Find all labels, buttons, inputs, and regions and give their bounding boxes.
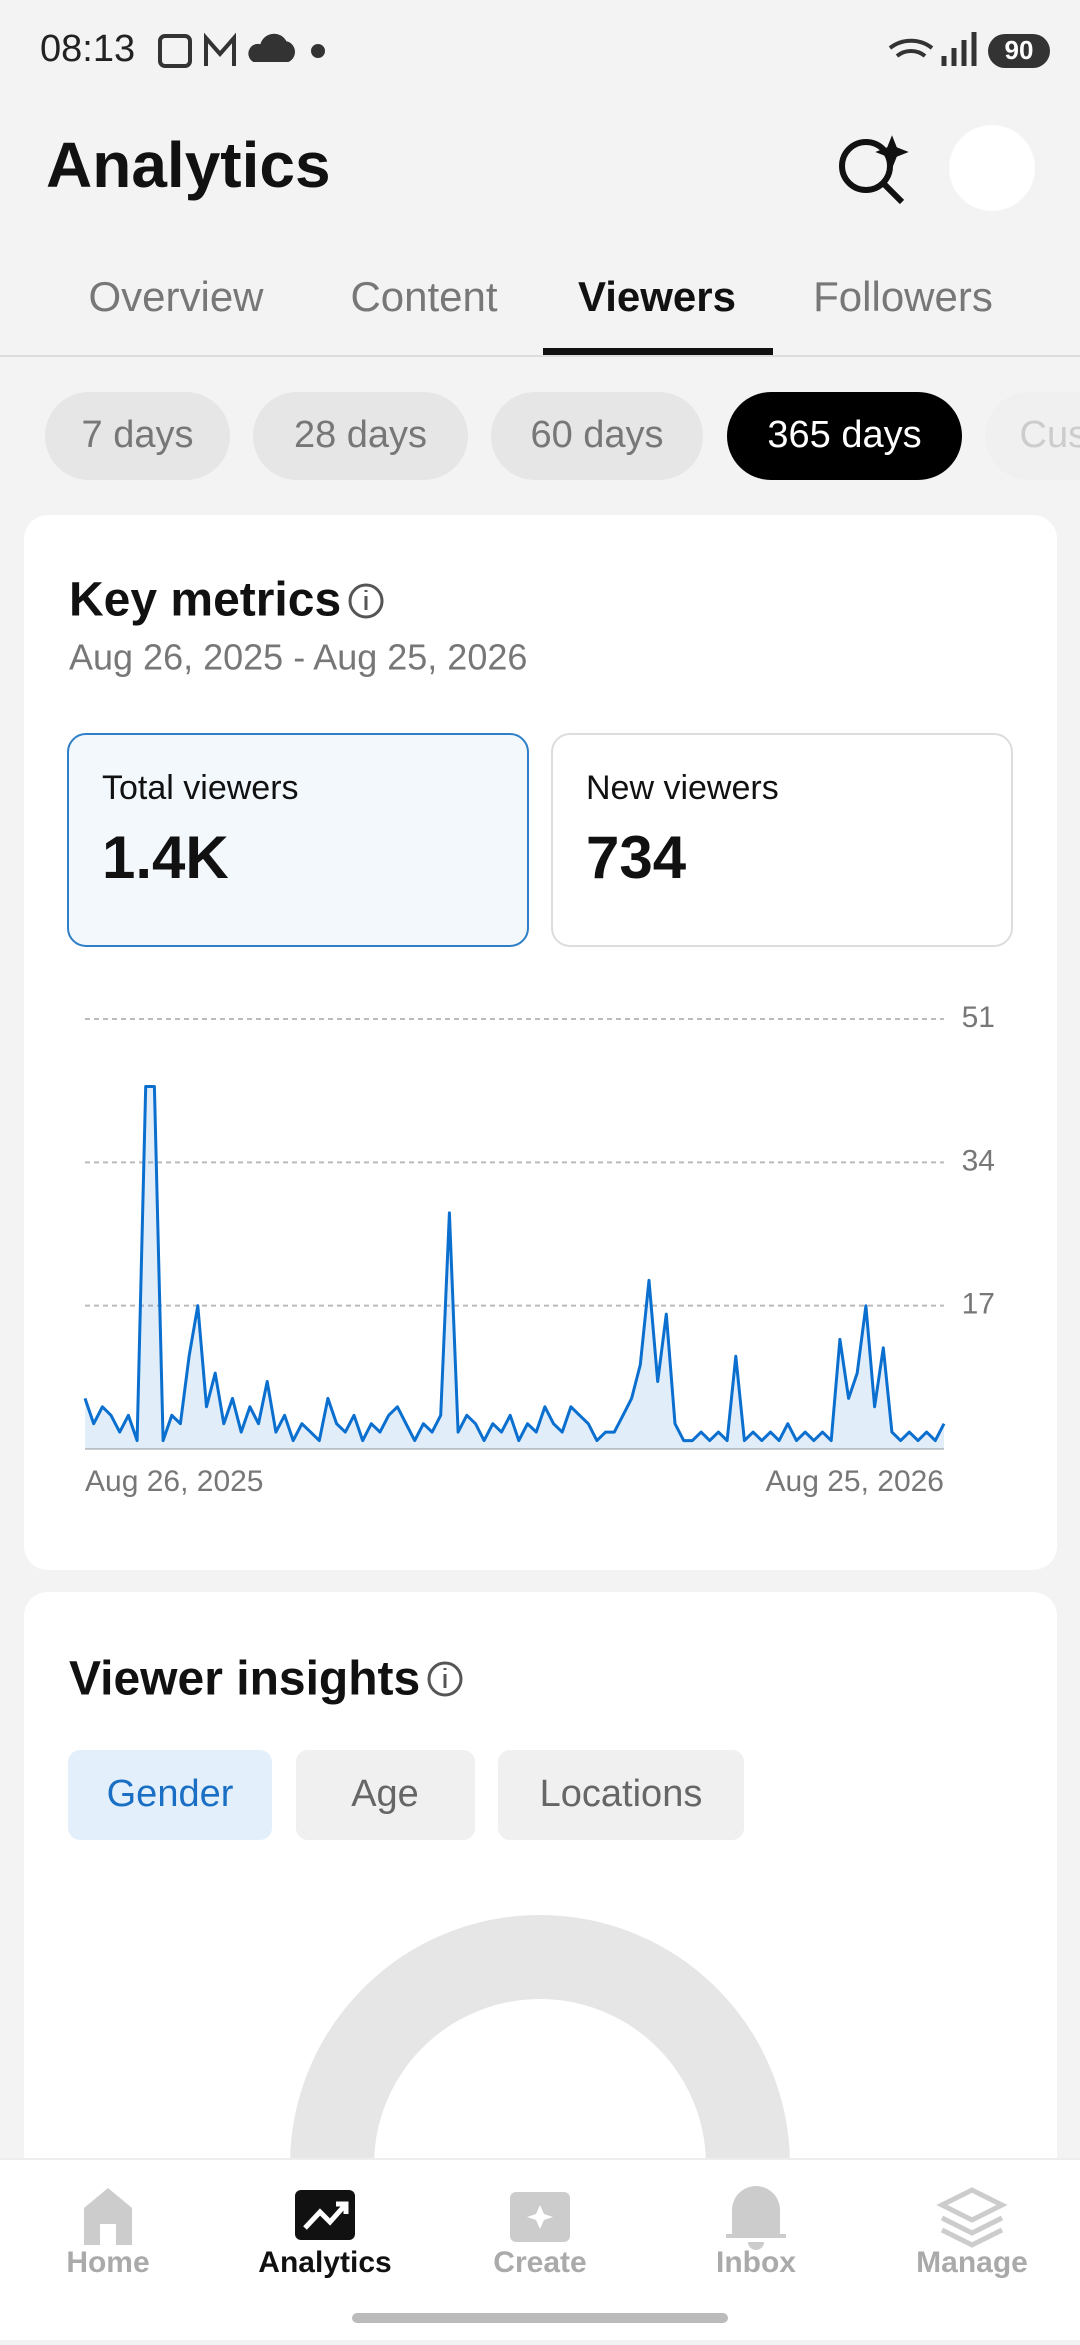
range-pill[interactable] (45, 392, 230, 480)
date-range: Aug 26, 2025 - Aug 25, 2026 (69, 637, 527, 678)
insight-tab-label: Age (351, 1773, 419, 1815)
range-label: 60 days (530, 414, 663, 456)
range-label: Custom (1020, 414, 1080, 456)
range-pill[interactable] (491, 392, 703, 480)
card-title: Key metrics (69, 574, 341, 627)
insight-tab[interactable] (498, 1750, 744, 1840)
gender-donut (290, 1915, 790, 2166)
line-chart: 17 34 51 Aug 26, 2025 Aug 25, 2026 (83, 1001, 995, 1498)
tab-divider (0, 355, 1080, 357)
nav-item[interactable]: Create (493, 2246, 586, 2279)
metric-label: New viewers (586, 769, 779, 807)
area (85, 1086, 944, 1449)
tab[interactable]: Overview (88, 273, 264, 320)
search-button[interactable] (839, 135, 909, 205)
card-title: Viewer insights (69, 1653, 420, 1706)
home-indicator (352, 2313, 728, 2323)
metric-card[interactable] (551, 733, 1013, 947)
nav-icons (84, 2186, 1008, 2250)
info-icon[interactable] (348, 583, 384, 619)
insight-tab-label: Gender (107, 1773, 234, 1815)
info-icon[interactable] (427, 1661, 463, 1697)
nav-item[interactable]: Inbox (716, 2246, 796, 2279)
tab[interactable]: Viewers (578, 273, 736, 320)
avatar[interactable] (949, 125, 1035, 211)
nav-item[interactable]: Analytics (258, 2246, 391, 2279)
bottom-nav (0, 2158, 1080, 2340)
tab-indicator (543, 348, 773, 355)
x-tick-label: Aug 26, 2025 (85, 1465, 264, 1498)
range-pill[interactable] (253, 392, 468, 480)
range-label: 7 days (82, 414, 194, 456)
tab[interactable]: Followers (813, 273, 993, 320)
tab[interactable]: Content (350, 273, 497, 320)
page-title: Analytics (46, 129, 331, 201)
insight-tab[interactable] (68, 1750, 272, 1840)
range-pill[interactable] (985, 392, 1080, 480)
status-time: 08:13 (40, 28, 135, 70)
battery-level: 90 (1005, 35, 1034, 65)
nav-divider (0, 2158, 1080, 2160)
x-tick-label: Aug 25, 2026 (766, 1465, 945, 1498)
nav-item[interactable]: Manage (916, 2246, 1028, 2279)
battery (988, 34, 1050, 68)
insight-tab[interactable] (296, 1750, 475, 1840)
y-tick-label: 51 (962, 1001, 995, 1034)
nav-item[interactable]: Home (66, 2246, 149, 2279)
range-label: 28 days (294, 414, 427, 456)
metric-value: 734 (586, 824, 687, 891)
metric-label: Total viewers (102, 769, 299, 807)
line (83, 1085, 946, 1443)
range-label: 365 days (767, 414, 921, 456)
metric-card[interactable] (67, 733, 529, 947)
status-icons (158, 32, 977, 68)
metric-value: 1.4K (102, 824, 229, 891)
range-pill[interactable] (727, 392, 962, 480)
y-tick-label: 34 (962, 1144, 995, 1177)
insight-tab-label: Locations (540, 1773, 703, 1815)
y-tick-label: 17 (962, 1288, 995, 1321)
